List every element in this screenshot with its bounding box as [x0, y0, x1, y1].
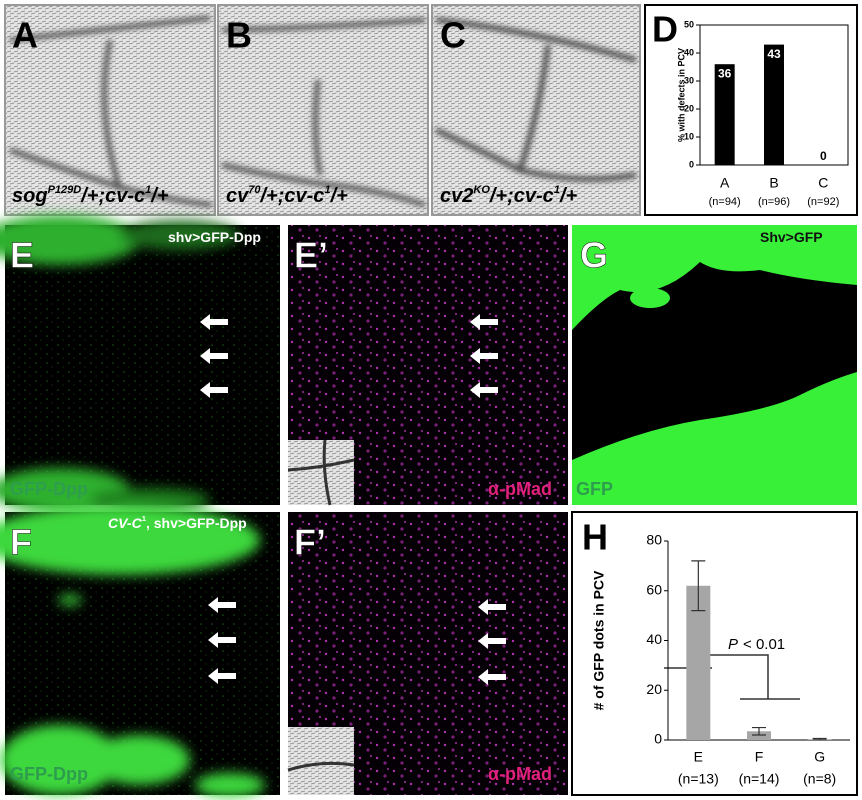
y-axis-label: % with defects in PCV: [676, 48, 686, 142]
y-tick-label: 0: [654, 731, 662, 747]
panel-label: D: [652, 9, 678, 50]
caption-part: /+;cv-c: [260, 185, 325, 207]
gfp-image-e: [0, 215, 280, 512]
data-label: 36: [718, 66, 732, 80]
bar: [764, 44, 784, 165]
channel-label: α-pMad: [488, 764, 552, 784]
panel-label: B: [226, 15, 252, 56]
caption-part: 70: [248, 184, 261, 196]
y-tick-label: 60: [646, 581, 662, 597]
x-tick-sublabel: (n=96): [758, 196, 790, 208]
x-tick-label: G: [814, 749, 825, 765]
x-tick-sublabel: (n=13): [678, 771, 719, 787]
x-tick-sublabel: (n=14): [739, 771, 780, 787]
panel-label: G: [580, 235, 608, 276]
y-tick-label: 0: [689, 159, 694, 169]
caption-part: shv>GFP-Dpp: [168, 229, 261, 245]
caption-part: 1: [142, 514, 147, 523]
y-tick-label: 40: [646, 631, 662, 647]
caption-part: /+;cv-c: [489, 185, 554, 207]
x-tick-label: E: [694, 749, 703, 765]
caption-part: KO: [473, 184, 490, 196]
x-tick-sublabel: (n=92): [807, 196, 839, 208]
caption-part: cv: [226, 185, 250, 207]
x-tick-label: F: [755, 749, 764, 765]
caption-part: P129D: [48, 184, 82, 196]
x-tick-label: A: [720, 175, 730, 191]
y-tick-label: 20: [646, 681, 662, 697]
error-bar: [752, 726, 766, 736]
caption-part: cv2: [440, 185, 473, 207]
panel-caption: cv2KO/+;cv-c1/+: [440, 184, 577, 207]
x-tick-sublabel: (n=94): [709, 196, 741, 208]
panel-caption: shv>GFP-Dpp: [168, 229, 261, 245]
y-tick-label: 30: [684, 75, 694, 85]
channel-label: GFP: [576, 479, 613, 499]
panel-label: F: [10, 522, 32, 563]
caption-part: , shv>GFP-Dpp: [146, 515, 247, 531]
y-axis-label: # of GFP dots in PCV: [591, 570, 607, 710]
caption-part: /+: [559, 185, 578, 207]
gfp-image-f: [0, 505, 280, 797]
caption-part: /+: [330, 185, 349, 207]
panel-label: E: [10, 235, 34, 276]
error-bar: [812, 737, 827, 741]
channel-label: GFP-Dpp: [10, 479, 88, 499]
annotation-part: < 0.01: [743, 636, 785, 653]
y-tick-label: 20: [684, 103, 694, 113]
gfp-image-g: [572, 225, 857, 505]
bar: [747, 731, 771, 740]
caption-part: Shv>GFP: [760, 229, 823, 245]
panel-frame: [644, 4, 858, 216]
data-label: 43: [767, 47, 781, 61]
wing-image-b: [217, 4, 429, 216]
caption-part: 1: [554, 184, 560, 196]
panel-label: E’: [294, 235, 328, 276]
channel-label: GFP-Dpp: [10, 764, 88, 784]
panel-caption: Shv>GFP: [760, 229, 823, 245]
caption-part: 1: [324, 184, 330, 196]
x-tick-label: B: [769, 175, 778, 191]
panel-frame: [571, 511, 858, 796]
caption-part: /+;cv-c: [80, 185, 145, 207]
wing-image-a: [4, 4, 216, 216]
panel-label: C: [440, 15, 466, 56]
panel-label: A: [12, 15, 38, 56]
annotation-part: P: [728, 636, 738, 653]
panel-caption: CV-C1, shv>GFP-Dpp: [108, 514, 247, 531]
data-label: 0: [820, 149, 827, 163]
y-tick-label: 50: [684, 19, 694, 29]
caption-part: 1: [145, 184, 151, 196]
annotation: P < 0.01: [728, 636, 785, 653]
error-bar: [691, 560, 706, 612]
bar: [686, 585, 711, 740]
panel-caption: cv70/+;cv-c1/+: [226, 184, 348, 207]
channel-label: α-pMad: [488, 479, 552, 499]
panel-label: F’: [294, 522, 326, 563]
y-tick-label: 80: [646, 532, 662, 548]
y-tick-label: 40: [684, 47, 694, 57]
caption-part: sog: [12, 185, 48, 207]
pmad-image-e-prime: [287, 225, 568, 506]
panel-caption: sogP129D/+;cv-c1/+: [12, 184, 169, 207]
panel-label: H: [582, 517, 608, 558]
pmad-image-f-prime: [287, 512, 568, 795]
wing-image-c: [431, 4, 641, 216]
bar: [714, 64, 735, 165]
y-tick-label: 10: [684, 131, 694, 141]
x-tick-label: C: [818, 175, 828, 191]
caption-part: /+: [150, 185, 169, 207]
x-tick-sublabel: (n=8): [803, 771, 836, 787]
caption-part: CV-C: [108, 515, 143, 531]
